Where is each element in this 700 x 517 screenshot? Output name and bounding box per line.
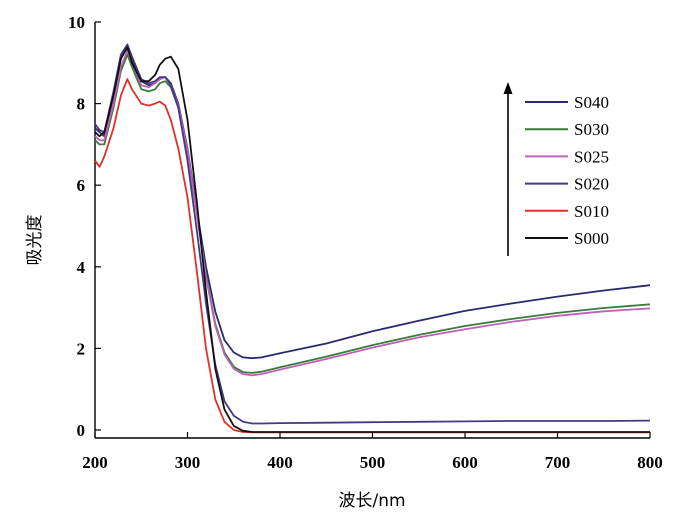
x-axis-title: 波长/nm xyxy=(338,491,405,511)
y-tick-label: 8 xyxy=(77,95,86,114)
y-tick-label: 2 xyxy=(77,339,86,358)
legend: S040 S030 S025 S020 S010 S000 xyxy=(503,82,609,256)
y-tick-label: 4 xyxy=(77,258,86,277)
legend-label-s010: S010 xyxy=(574,202,609,221)
series-line-s020 xyxy=(94,43,651,425)
legend-arrow-head xyxy=(503,82,513,94)
y-tick-label: 0 xyxy=(77,421,86,440)
y-tick-label: 10 xyxy=(68,13,85,32)
legend-label-s020: S020 xyxy=(574,175,609,194)
y-axis-ticks: 0 2 4 6 8 10 xyxy=(68,13,101,440)
x-axis-ticks: 200 300 400 500 600 700 800 xyxy=(82,432,663,472)
x-tick-label: 300 xyxy=(175,453,201,472)
x-tick-label: 400 xyxy=(267,453,293,472)
x-tick-label: 600 xyxy=(452,453,478,472)
y-axis-title: 吸光度 xyxy=(25,215,45,266)
series-line-s000 xyxy=(94,46,650,433)
x-tick-label: 200 xyxy=(82,453,108,472)
y-tick-label: 6 xyxy=(77,176,86,195)
series-line-s010 xyxy=(94,78,650,434)
series-line-s025 xyxy=(94,49,651,377)
plot-area xyxy=(94,22,650,439)
x-tick-label: 800 xyxy=(637,453,663,472)
x-tick-label: 700 xyxy=(545,453,571,472)
x-tick-label: 500 xyxy=(360,453,386,472)
legend-label-s040: S040 xyxy=(574,93,609,112)
legend-label-s030: S030 xyxy=(574,120,609,139)
legend-label-s025: S025 xyxy=(574,147,609,166)
legend-label-s000: S000 xyxy=(574,229,609,248)
series-lines xyxy=(94,43,651,434)
